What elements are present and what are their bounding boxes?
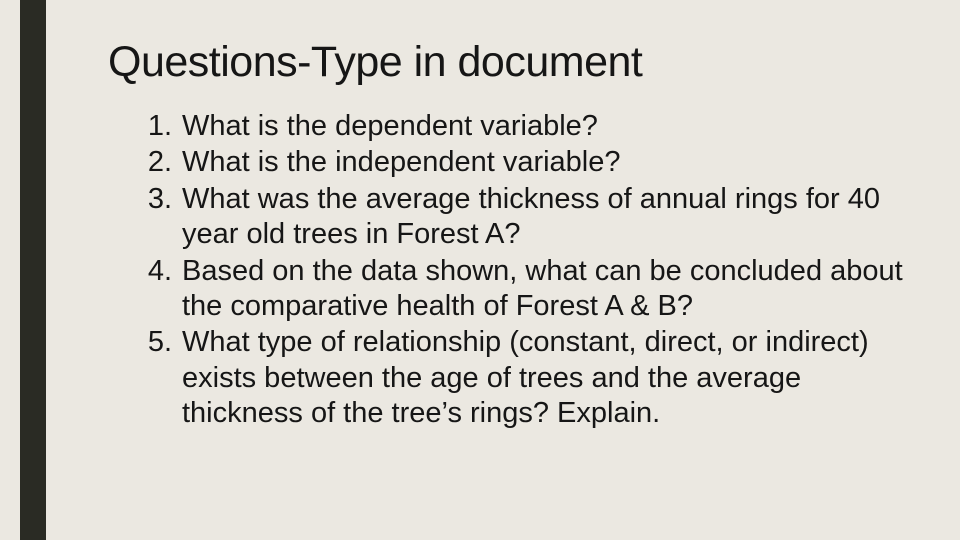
question-list: 1. What is the dependent variable? 2. Wh… <box>108 109 908 431</box>
list-item: 5. What type of relationship (constant, … <box>144 325 908 431</box>
item-text: What is the independent variable? <box>182 145 908 180</box>
item-number: 1. <box>144 109 182 144</box>
slide-content: Questions-Type in document 1. What is th… <box>108 38 908 432</box>
item-number: 5. <box>144 325 182 360</box>
item-number: 2. <box>144 145 182 180</box>
list-item: 1. What is the dependent variable? <box>144 109 908 144</box>
item-text: What type of relationship (constant, dir… <box>182 325 908 431</box>
list-item: 3. What was the average thickness of ann… <box>144 182 908 253</box>
item-text: What is the dependent variable? <box>182 109 908 144</box>
list-item: 4. Based on the data shown, what can be … <box>144 254 908 325</box>
list-item: 2. What is the independent variable? <box>144 145 908 180</box>
accent-sidebar <box>20 0 46 540</box>
item-text: Based on the data shown, what can be con… <box>182 254 908 325</box>
item-text: What was the average thickness of annual… <box>182 182 908 253</box>
page-title: Questions-Type in document <box>108 38 908 87</box>
item-number: 3. <box>144 182 182 217</box>
item-number: 4. <box>144 254 182 289</box>
